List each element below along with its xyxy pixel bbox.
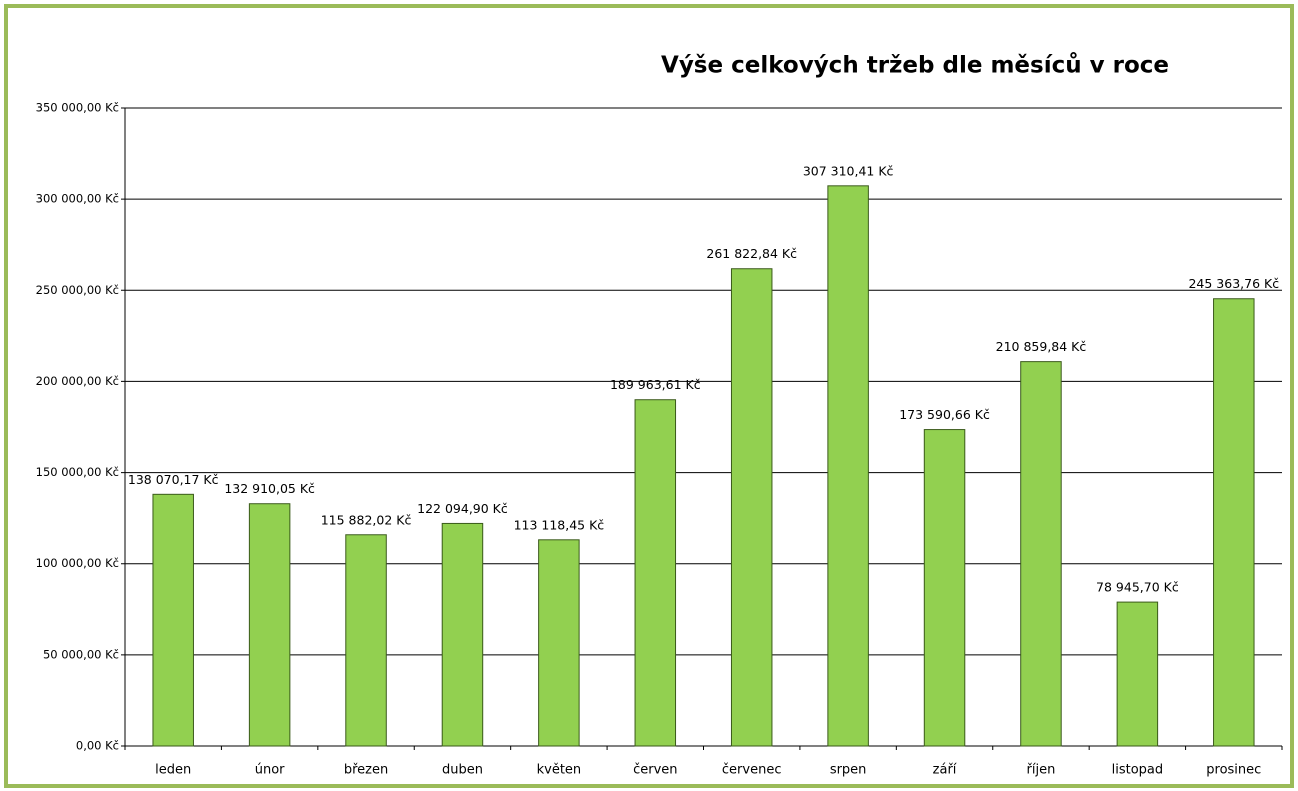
value-label: 122 094,90 Kč [417, 501, 508, 516]
chart-title: Výše celkových tržeb dle měsíců v roce [661, 52, 1169, 79]
bar [248, 503, 291, 747]
y-tick-label: 250 000,00 Kč [36, 283, 119, 297]
bar [441, 522, 484, 747]
value-label: 113 118,45 Kč [514, 517, 605, 532]
bar [152, 493, 194, 747]
x-tick-label: červenec [722, 763, 782, 778]
x-tick-label: listopad [1112, 763, 1164, 778]
value-label: 307 310,41 Kč [803, 163, 894, 178]
y-tick-label: 100 000,00 Kč [36, 556, 119, 570]
value-label: 210 859,84 Kč [996, 339, 1087, 354]
value-label: 173 590,66 Kč [899, 407, 990, 422]
y-tick-label: 350 000,00 Kč [36, 101, 119, 115]
value-label: 132 910,05 Kč [224, 481, 315, 496]
y-tick-label: 300 000,00 Kč [36, 192, 119, 206]
y-tick-label: 0,00 Kč [76, 739, 119, 753]
value-label: 189 963,61 Kč [610, 377, 701, 392]
value-label: 138 070,17 Kč [128, 472, 219, 487]
bar [538, 539, 580, 747]
x-tick-label: prosinec [1206, 763, 1261, 778]
value-label: 78 945,70 Kč [1096, 580, 1179, 595]
x-tick-label: září [933, 763, 957, 778]
value-label: 245 363,76 Kč [1188, 276, 1279, 291]
x-tick-label: leden [155, 763, 191, 778]
x-tick-label: červen [633, 763, 677, 778]
bar [827, 185, 869, 747]
bar [923, 429, 966, 747]
x-tick-label: květen [537, 763, 582, 778]
x-tick-label: duben [442, 763, 483, 778]
bar [1020, 361, 1062, 747]
x-tick-label: březen [344, 763, 388, 778]
bar [345, 534, 387, 747]
y-tick-label: 200 000,00 Kč [36, 374, 119, 388]
x-tick-label: srpen [830, 763, 867, 778]
x-tick-label: únor [255, 763, 285, 778]
bar [634, 399, 677, 747]
bar [1213, 298, 1255, 747]
bar [1116, 601, 1159, 747]
value-label: 261 822,84 Kč [706, 246, 797, 261]
x-tick-label: říjen [1027, 763, 1056, 778]
bar [730, 268, 773, 747]
y-tick-label: 150 000,00 Kč [36, 465, 119, 479]
y-tick-label: 50 000,00 Kč [43, 647, 119, 661]
value-label: 115 882,02 Kč [321, 512, 412, 527]
